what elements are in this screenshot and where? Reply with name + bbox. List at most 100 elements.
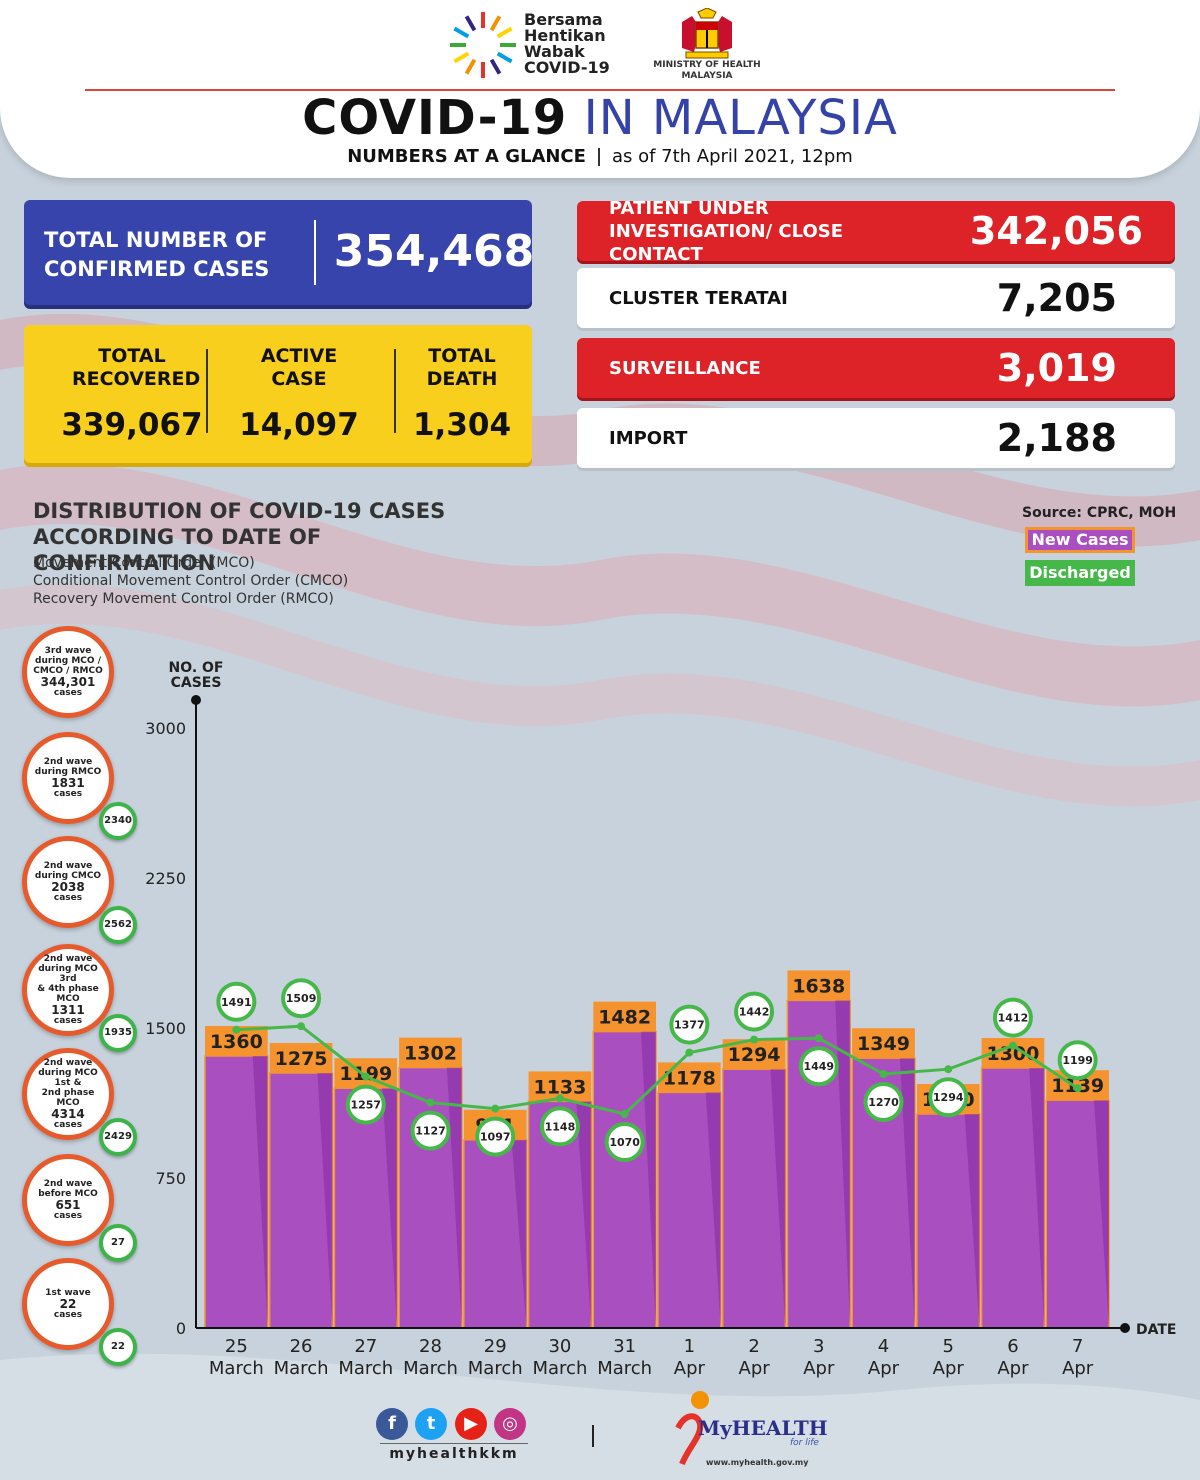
legend-new-cases: New Cases <box>1025 527 1135 553</box>
bar-shade <box>899 1058 915 1328</box>
bar-shade <box>1029 1068 1045 1328</box>
x-tick-label: 26 <box>290 1336 313 1357</box>
x-tick-label: 25 <box>225 1336 248 1357</box>
wave-circle: 2nd wave during CMCO 2038 cases <box>22 836 114 928</box>
discharged-value-label: 1199 <box>1062 1054 1093 1067</box>
bar-value-box <box>593 1001 656 1032</box>
legend-discharged: Discharged <box>1025 560 1135 586</box>
active-stat: ACTIVE CASE 14,097 <box>224 345 374 445</box>
wave-discharged-badge: 2340 <box>99 802 137 840</box>
page-subtitle: NUMBERS AT A GLANCE as of 7th April 2021,… <box>0 146 1200 167</box>
summary-divider <box>394 349 396 433</box>
bar-shade <box>705 1092 721 1328</box>
x-tick-label: 7 <box>1072 1336 1083 1357</box>
bar-value-box <box>852 1028 915 1059</box>
facebook-icon[interactable]: f <box>376 1408 408 1440</box>
header-panel: Bersama Hentikan Wabak COVID-19 MINISTRY… <box>0 0 1200 178</box>
wave-circle: 2nd wave before MCO 651 cases <box>22 1154 114 1246</box>
discharged-badge <box>604 1122 645 1162</box>
myhealth-logo: MyHEALTH for life www.myhealth.gov.my <box>670 1388 830 1468</box>
wave-count: 1311 <box>51 1003 85 1017</box>
bar-shade <box>1094 1100 1109 1328</box>
discharged-badge <box>863 1082 904 1122</box>
wave-text: 2nd wave during MCO 1st & 2nd phase MCO 431… <box>31 1053 105 1135</box>
x-tick-label: March <box>468 1358 523 1379</box>
campaign-text: Bersama Hentikan Wabak COVID-19 <box>524 12 610 76</box>
x-axis-arrow <box>1120 1323 1130 1333</box>
footer-divider <box>592 1425 594 1447</box>
wave-text: 2nd wave during RMCO 1831 cases <box>31 737 105 819</box>
wave-line: CMCO / RMCO <box>33 666 103 676</box>
stat-row-import: IMPORT 2,188 <box>577 408 1175 468</box>
discharged-badge <box>475 1116 516 1157</box>
wave-circle: 2nd wave during RMCO 1831 cases <box>22 732 114 824</box>
wave-line: 2nd wave <box>43 861 93 871</box>
note-line: Movement Control Order (MCO) <box>33 555 255 571</box>
wave-circle: 1st wave 22 cases <box>22 1258 114 1350</box>
death-value: 1,304 <box>412 407 512 443</box>
wave-text: 2nd wave before MCO 651 cases <box>31 1159 105 1241</box>
wave-line: during MCO / <box>35 656 101 666</box>
stat-row-surveillance: SURVEILLANCE 3,019 <box>577 338 1175 398</box>
youtube-icon[interactable]: ▶ <box>455 1408 487 1440</box>
wave-discharged-badge: 2429 <box>99 1118 137 1156</box>
header-divider <box>85 89 1115 91</box>
stat-row-label: IMPORT <box>609 427 688 449</box>
x-tick-label: 31 <box>613 1336 636 1357</box>
bar-shade <box>641 1031 656 1328</box>
x-tick-label: 2 <box>748 1336 759 1357</box>
bar-shade <box>382 1088 398 1328</box>
confirmed-cases-box: TOTAL NUMBER OF CONFIRMED CASES 354,468 <box>24 200 534 305</box>
stat-row-cluster: CLUSTER TERATAI 7,205 <box>577 268 1175 328</box>
x-tick-label: Apr <box>739 1358 771 1379</box>
discharged-point <box>1008 1041 1017 1050</box>
myhealth-url[interactable]: www.myhealth.gov.my <box>706 1458 809 1467</box>
discharged-badge <box>345 1084 386 1125</box>
wave-text: 3rd wave during MCO / CMCO / RMCO 344,301 ca… <box>31 631 105 713</box>
chart-title: DISTRIBUTION OF COVID-19 CASES ACCORDING… <box>33 499 446 575</box>
wave-discharged-badge: 22 <box>99 1328 137 1366</box>
discharged-point <box>232 1025 241 1034</box>
wave-count: 2038 <box>51 880 85 894</box>
bar-shade <box>446 1067 462 1328</box>
discharged-badge <box>798 1046 839 1087</box>
discharged-point <box>1073 1084 1082 1093</box>
death-stat: TOTAL DEATH 1,304 <box>404 345 520 445</box>
y-tick-label: 2250 <box>145 869 186 888</box>
bar-value-box <box>399 1037 462 1068</box>
bar-shade <box>835 1000 851 1328</box>
discharged-value-label: 1509 <box>286 992 317 1005</box>
wave-line: 2nd wave <box>43 954 93 964</box>
source-label: Source: CPRC, MOH <box>1022 505 1177 521</box>
bar-value-box <box>658 1062 721 1093</box>
subtitle-bold: NUMBERS AT A GLANCE <box>347 146 586 167</box>
wave-unit: cases <box>53 1016 83 1026</box>
x-tick-label: Apr <box>1062 1358 1094 1379</box>
ministry-label: MINISTRY OF HEALTH MALAYSIA <box>640 60 774 82</box>
discharged-point <box>491 1104 500 1113</box>
x-tick-label: March <box>532 1358 587 1379</box>
title-bold: COVID-19 <box>302 90 568 146</box>
y-axis-arrow <box>191 695 201 705</box>
myhealth-tagline: for life <box>790 1438 819 1448</box>
ministry-line: MINISTRY OF HEALTH <box>653 60 761 70</box>
summary-box: TOTAL RECOVERED 339,067 ACTIVE CASE 14,0… <box>24 325 532 463</box>
y-tick-label: 3000 <box>145 719 186 738</box>
twitter-icon[interactable]: t <box>415 1408 447 1440</box>
discharged-point <box>685 1048 694 1057</box>
social-handle[interactable]: myhealthkkm <box>380 1443 528 1462</box>
ministry-line: MALAYSIA <box>681 71 733 81</box>
wave-line: 2nd wave <box>43 757 93 767</box>
x-tick-label: March <box>403 1358 458 1379</box>
discharged-point <box>944 1065 953 1074</box>
instagram-icon[interactable]: ◎ <box>494 1408 526 1440</box>
x-tick-label: 3 <box>813 1336 824 1357</box>
x-tick-label: 29 <box>484 1336 507 1357</box>
stat-row-label: CLUSTER TERATAI <box>609 287 788 309</box>
confirmed-divider <box>314 220 316 285</box>
subtitle-date: as of 7th April 2021, 12pm <box>611 146 853 167</box>
bar-value-label: 1302 <box>404 1043 457 1065</box>
bar-shade <box>770 1069 786 1328</box>
active-label: ACTIVE CASE <box>260 345 338 390</box>
